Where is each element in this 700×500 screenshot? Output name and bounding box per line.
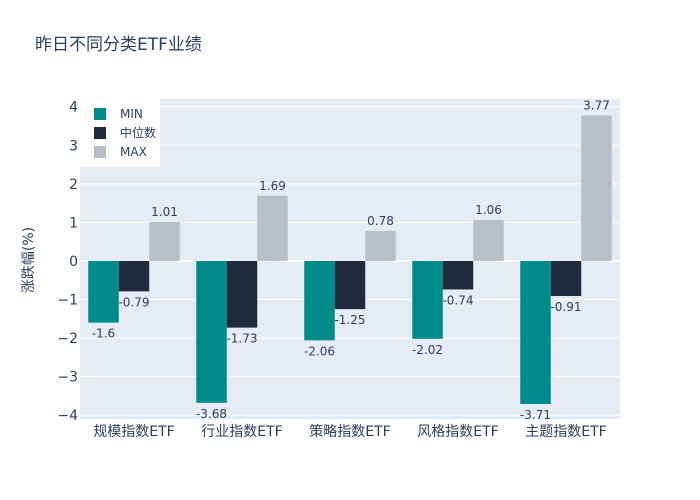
- data-label: -2.02: [412, 343, 443, 357]
- category-label: 行业指数ETF: [201, 424, 282, 440]
- y-tick-label: 1: [69, 215, 78, 231]
- data-label: 1.01: [151, 205, 178, 219]
- data-label: -0.74: [442, 293, 473, 307]
- bar-中位数: [118, 260, 150, 292]
- y-tick-label: −2: [57, 331, 78, 347]
- bar-max: [257, 195, 288, 261]
- y-tick-label: −4: [57, 408, 78, 424]
- category-label: 策略指数ETF: [309, 423, 390, 440]
- data-label: 3.77: [583, 99, 610, 113]
- bar-max: [149, 221, 180, 261]
- bar-中位数: [550, 260, 582, 297]
- bar-max: [581, 115, 612, 261]
- y-tick-label: 0: [69, 254, 78, 270]
- bar-中位数: [334, 260, 366, 310]
- legend-swatch: [94, 146, 106, 158]
- bar-min: [520, 260, 551, 404]
- bars: [88, 115, 612, 404]
- data-label: -1.25: [334, 313, 365, 327]
- legend: MIN 中位数 MAX: [80, 99, 160, 167]
- data-label: -0.79: [118, 295, 149, 309]
- data-label: -3.68: [196, 407, 227, 421]
- data-label: -2.06: [304, 344, 335, 358]
- legend-label: MAX: [120, 145, 147, 159]
- data-labels: -1.6 -0.79 1.01 -3.68 -1.73 1.69 -2.06 -1.25 0.7…: [92, 99, 610, 422]
- category-labels: 规模指数ETF 行业指数ETF 策略指数ETF 风格指数ETF 主题指数ETF: [93, 423, 606, 440]
- data-label: -1.6: [92, 327, 115, 341]
- legend-swatch: [94, 108, 106, 120]
- data-label: -0.91: [550, 300, 581, 314]
- bar-max: [473, 220, 504, 261]
- y-tick-label: 2: [69, 177, 78, 193]
- legend-background: [80, 99, 160, 167]
- category-label: 风格指数ETF: [417, 424, 498, 440]
- y-tick-label: 3: [69, 138, 78, 154]
- data-label: 0.78: [367, 214, 394, 228]
- y-tick-label: −3: [57, 370, 78, 386]
- data-label: -3.71: [520, 408, 551, 422]
- bar-max: [365, 230, 396, 261]
- bar-min: [88, 260, 119, 323]
- category-label: 主题指数ETF: [525, 424, 606, 440]
- legend-label: MIN: [120, 107, 143, 121]
- bar-min: [304, 260, 335, 341]
- y-tick-label: −1: [57, 292, 78, 308]
- y-tick-labels: 4 3 2 1 0 −1 −2 −3 −4: [57, 100, 78, 424]
- legend-swatch: [94, 127, 106, 139]
- bar-中位数: [442, 260, 474, 290]
- bar-中位数: [226, 260, 258, 328]
- bar-min: [412, 260, 443, 339]
- data-label: 1.69: [259, 179, 286, 193]
- chart-title: 昨日不同分类ETF业绩: [35, 35, 202, 55]
- bar-min: [196, 260, 227, 403]
- y-tick-label: 4: [69, 100, 78, 116]
- data-label: -1.73: [226, 332, 257, 346]
- y-axis-label: 涨跌幅(%): [21, 227, 37, 293]
- legend-label: 中位数: [120, 125, 156, 140]
- data-label: 1.06: [475, 203, 502, 217]
- category-label: 规模指数ETF: [93, 424, 174, 440]
